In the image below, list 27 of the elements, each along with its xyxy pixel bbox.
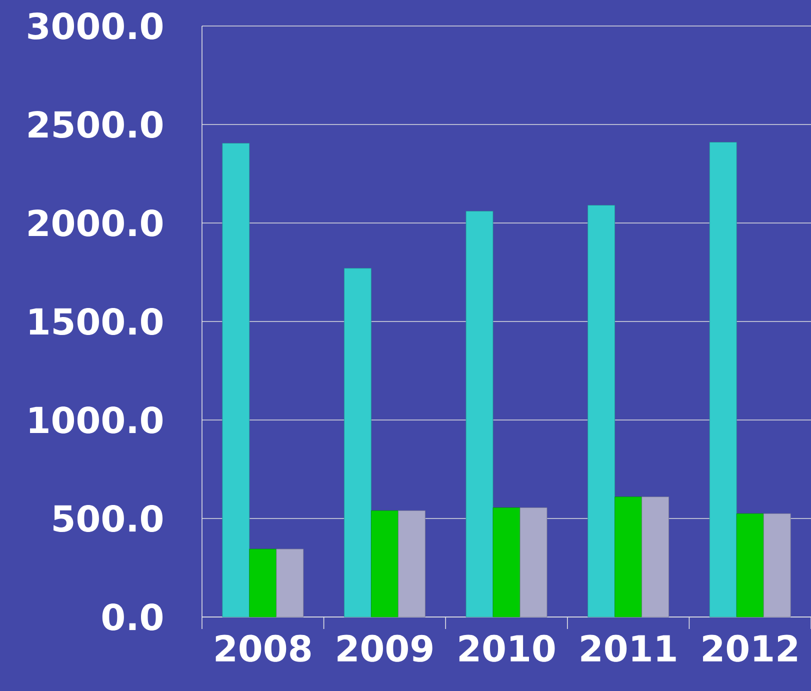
- y-tick-label: 0.0: [102, 603, 163, 631]
- y-tick-label: 1000.0: [30, 406, 163, 434]
- bar: [588, 205, 616, 618]
- bar: [371, 510, 398, 618]
- bar: [344, 268, 372, 618]
- x-tick-label: 2009: [338, 634, 432, 662]
- bar: [736, 513, 764, 618]
- bar: [709, 142, 737, 618]
- bar: [492, 507, 520, 618]
- bar: [276, 548, 304, 618]
- bar: [763, 513, 791, 618]
- y-tick-label: 2000.0: [28, 209, 163, 237]
- y-tick-label: 1500.0: [30, 308, 163, 336]
- bar: [222, 143, 250, 618]
- x-tick-label: 2010: [459, 634, 555, 662]
- x-tick-label: 2008: [216, 634, 311, 662]
- y-tick-label: 500.0: [54, 504, 163, 532]
- y-tick-label: 2500.0: [28, 110, 163, 138]
- bar: [398, 510, 426, 618]
- x-tick-label: 2011: [581, 634, 676, 662]
- bar: [614, 496, 642, 618]
- bar: [249, 548, 277, 618]
- y-tick-label: 3000.0: [28, 12, 163, 40]
- x-tick-label: 2012: [703, 634, 797, 662]
- bar: [466, 210, 494, 618]
- bar: [642, 496, 670, 618]
- bar: [520, 507, 548, 618]
